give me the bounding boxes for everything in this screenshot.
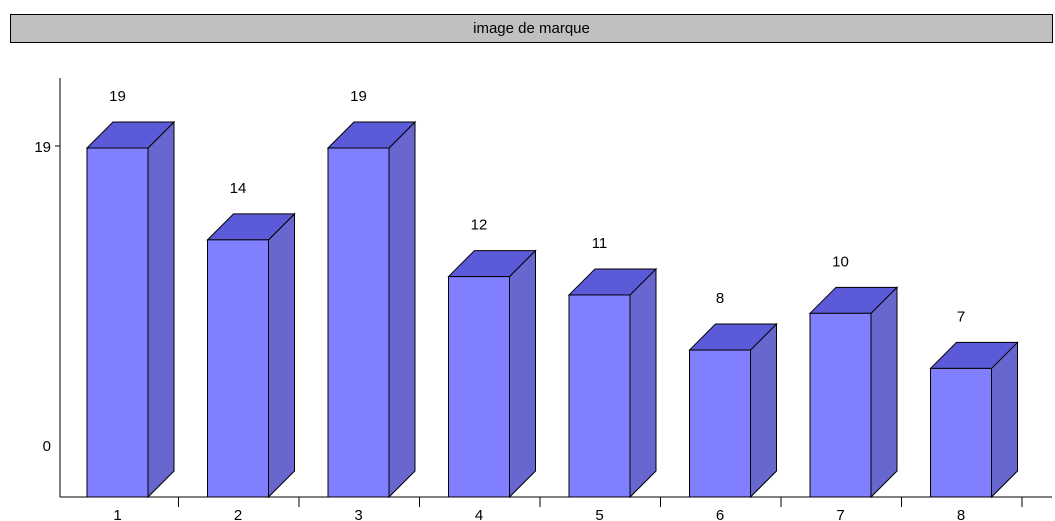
bar (568, 294, 631, 498)
bar (327, 147, 390, 498)
bar (86, 147, 149, 498)
x-tick-label: 7 (836, 507, 844, 521)
x-tick-label: 3 (354, 507, 362, 521)
bar-side (870, 286, 898, 499)
x-tick-label: 2 (234, 507, 242, 521)
bars-group (85, 120, 1019, 499)
bar-side (268, 212, 295, 499)
bar (207, 239, 269, 498)
bar (689, 349, 751, 498)
y-tick-label: 0 (43, 438, 51, 455)
x-tick-label: 1 (113, 507, 121, 521)
chart-title: image de marque (10, 14, 1053, 43)
data-label: 7 (957, 308, 965, 325)
bar-side (750, 322, 777, 499)
labels-group: 0 19 19 1 14 2 19 3 12 4 11 5 8 6 10 7 7 8 (34, 88, 1023, 521)
bar-side (509, 249, 536, 499)
bar (930, 367, 992, 498)
data-label: 19 (109, 88, 126, 105)
x-tick-label: 5 (595, 507, 603, 521)
data-label: 10 (832, 253, 849, 270)
x-tick-label: 6 (716, 507, 724, 521)
data-label: 19 (350, 88, 367, 105)
bar-side (991, 341, 1018, 499)
y-tick-label: 19 (34, 139, 51, 156)
bar-side (147, 120, 175, 499)
x-tick-label: 8 (957, 507, 965, 521)
bar (809, 312, 872, 498)
bar (448, 276, 510, 498)
data-label: 11 (592, 235, 608, 252)
bar-side (629, 267, 657, 499)
data-label: 8 (716, 290, 724, 307)
bar-side (388, 120, 416, 499)
data-label: 12 (471, 217, 488, 234)
data-label: 14 (230, 180, 247, 197)
x-tick-label: 4 (475, 507, 483, 521)
